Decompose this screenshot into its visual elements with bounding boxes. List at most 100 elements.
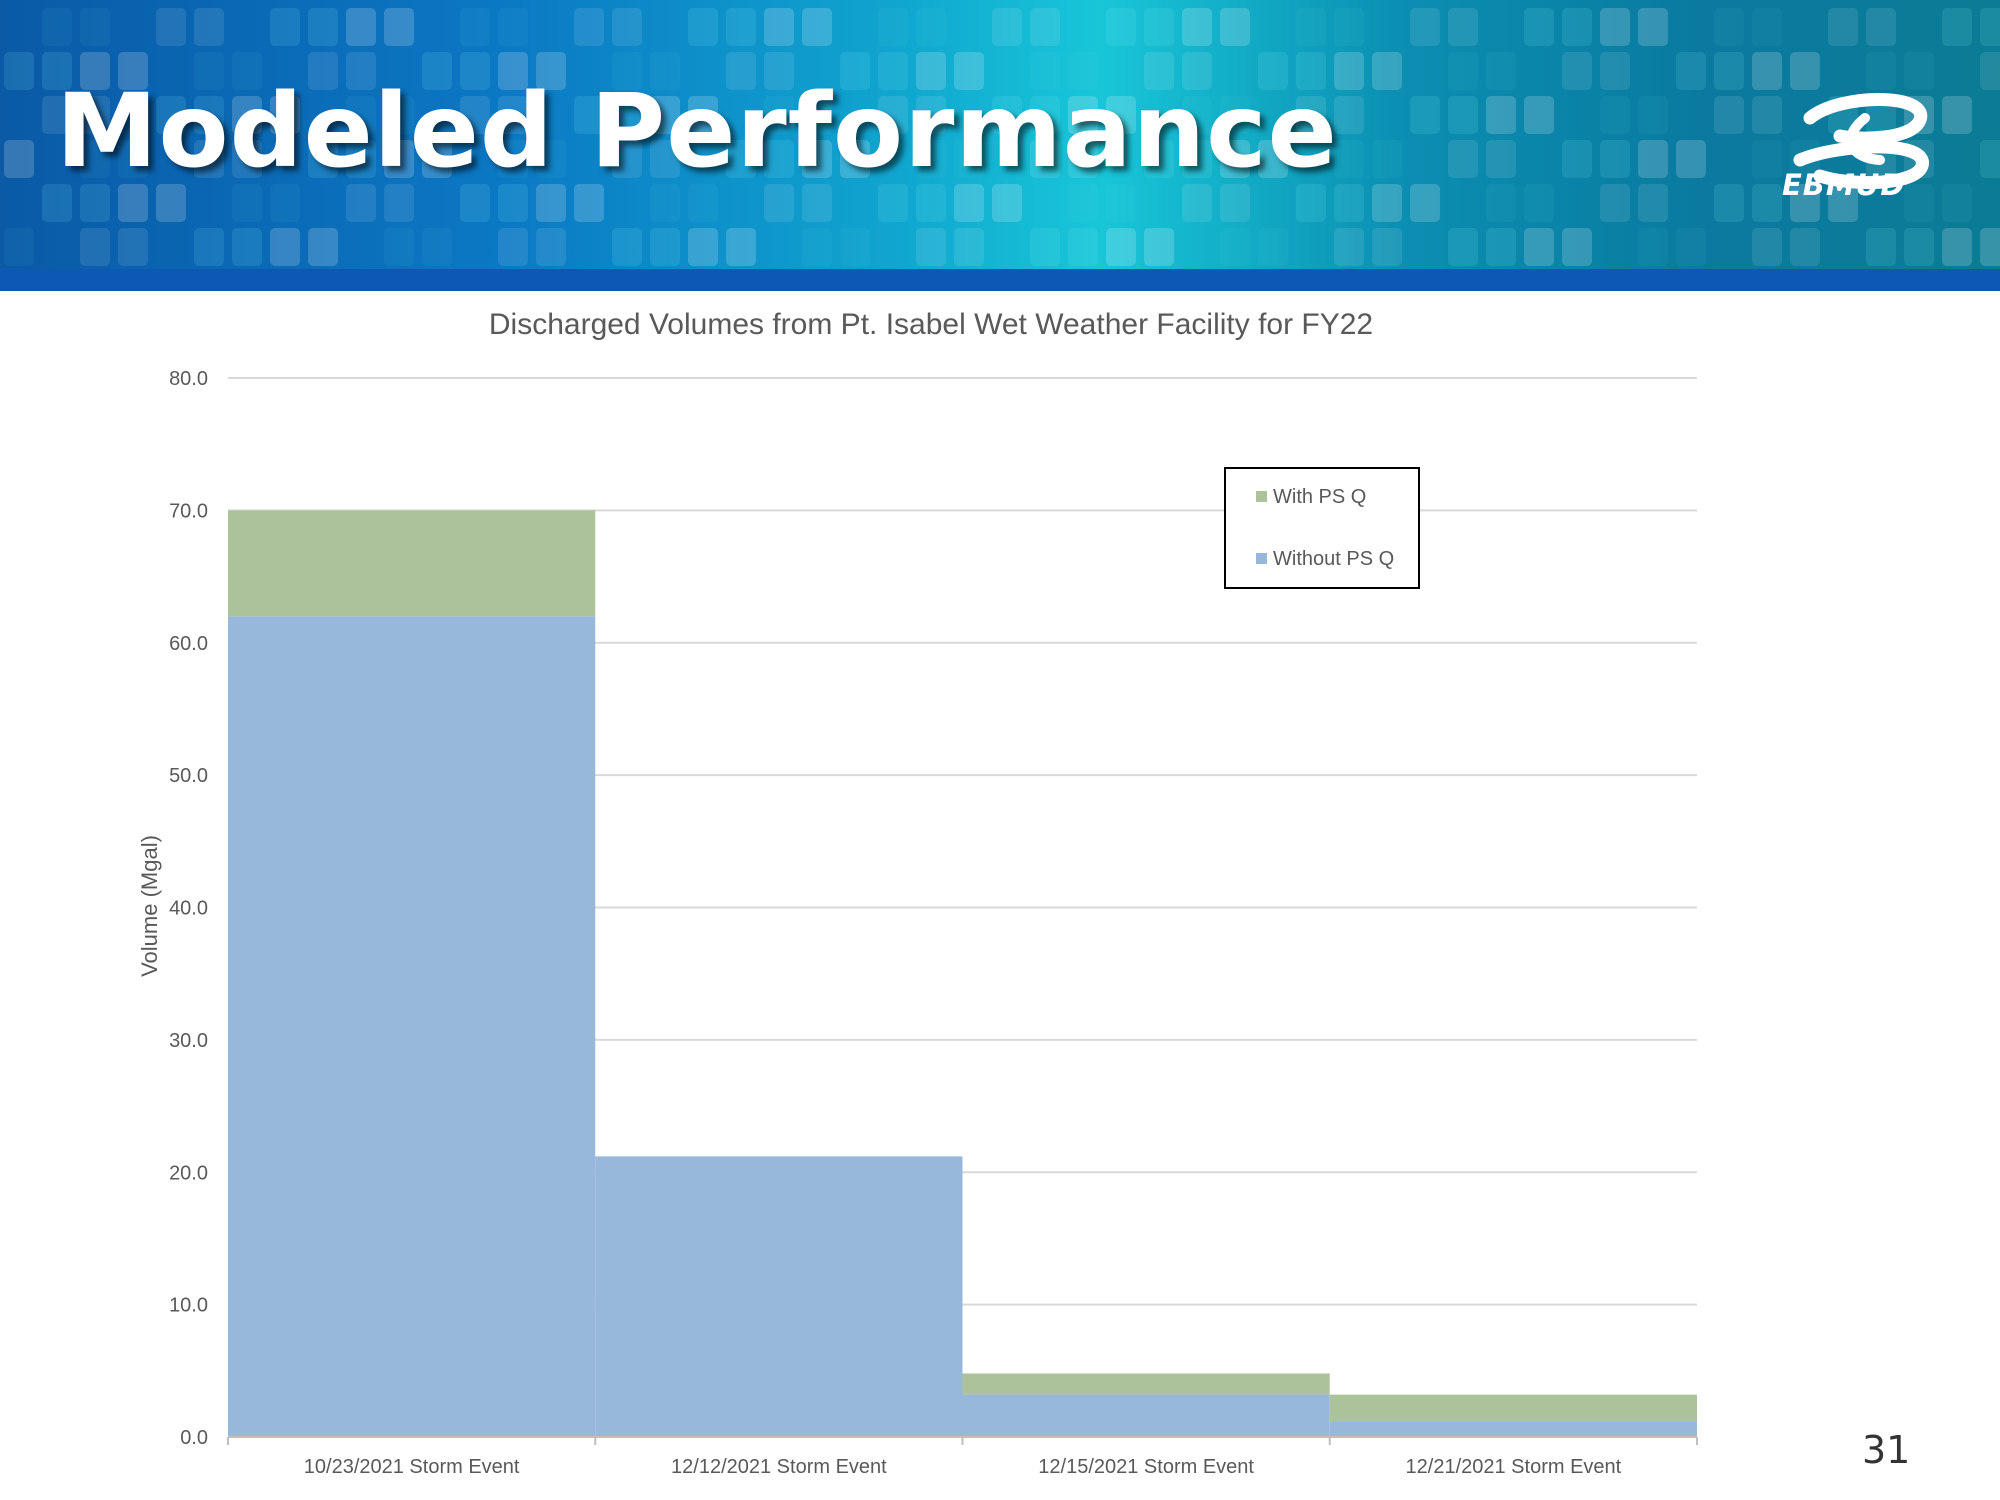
banner-tile bbox=[460, 8, 490, 46]
banner-tile bbox=[156, 184, 186, 222]
banner-tile bbox=[308, 8, 338, 46]
banner-tile bbox=[80, 140, 110, 178]
banner-tile bbox=[346, 52, 376, 90]
banner-tile bbox=[992, 184, 1022, 222]
y-tick-label: 10.0 bbox=[169, 1295, 208, 1317]
banner-tile bbox=[1904, 228, 1934, 266]
banner-tile bbox=[954, 52, 984, 90]
banner-tile bbox=[1638, 184, 1668, 222]
banner-tile bbox=[1904, 52, 1934, 90]
banner-tile bbox=[1068, 96, 1098, 134]
banner-tile bbox=[840, 140, 870, 178]
banner-tile bbox=[650, 96, 680, 134]
banner-tile bbox=[422, 140, 452, 178]
legend-swatch-with-ps-q bbox=[1256, 491, 1267, 502]
banner-tile bbox=[536, 52, 566, 90]
banner-tile bbox=[992, 96, 1022, 134]
banner-tile bbox=[1106, 228, 1136, 266]
banner-tile bbox=[232, 228, 262, 266]
banner-tile bbox=[1790, 228, 1820, 266]
banner-tile bbox=[1258, 228, 1288, 266]
banner-tile bbox=[1220, 184, 1250, 222]
banner-tile bbox=[1296, 52, 1326, 90]
banner-tile bbox=[802, 96, 832, 134]
banner-tile bbox=[232, 140, 262, 178]
banner-tile bbox=[118, 52, 148, 90]
banner-tile bbox=[916, 52, 946, 90]
banner-tile bbox=[1486, 96, 1516, 134]
banner-tile bbox=[384, 184, 414, 222]
banner-tile bbox=[1220, 228, 1250, 266]
banner-tile bbox=[460, 52, 490, 90]
banner-tile bbox=[1714, 8, 1744, 46]
banner-tile bbox=[1334, 96, 1364, 134]
banner-tile bbox=[1144, 8, 1174, 46]
banner-tile bbox=[764, 52, 794, 90]
banner-tile bbox=[726, 52, 756, 90]
banner-tile bbox=[536, 228, 566, 266]
banner-tile bbox=[4, 52, 34, 90]
banner-tile bbox=[384, 140, 414, 178]
banner-tile bbox=[1258, 52, 1288, 90]
banner-tile bbox=[574, 96, 604, 134]
banner-tile bbox=[878, 8, 908, 46]
banner-tile bbox=[1676, 52, 1706, 90]
banner-tile bbox=[1182, 8, 1212, 46]
banner-tile bbox=[1866, 8, 1896, 46]
bar-without-ps-q bbox=[1329, 1421, 1697, 1437]
banner-tile bbox=[916, 96, 946, 134]
banner-tile bbox=[916, 184, 946, 222]
banner-tile bbox=[118, 184, 148, 222]
chart-legend: With PS Q Without PS Q bbox=[1224, 467, 1420, 589]
banner-tile bbox=[840, 228, 870, 266]
chart-title: Discharged Volumes from Pt. Isabel Wet W… bbox=[488, 308, 1374, 341]
banner-tile bbox=[1030, 140, 1060, 178]
banner-tile bbox=[1334, 228, 1364, 266]
banner-tile bbox=[1562, 140, 1592, 178]
banner-tile bbox=[1562, 8, 1592, 46]
banner-tile bbox=[1638, 228, 1668, 266]
banner-tile bbox=[1068, 228, 1098, 266]
banner-tile bbox=[764, 96, 794, 134]
banner-tile bbox=[1562, 228, 1592, 266]
banner-tile bbox=[498, 140, 528, 178]
banner-tile bbox=[270, 228, 300, 266]
bar-with-ps-q bbox=[228, 510, 596, 617]
banner-tile bbox=[194, 8, 224, 46]
banner-tile bbox=[688, 228, 718, 266]
x-tick-label: 12/12/2021 Storm Event bbox=[671, 1456, 887, 1478]
bars bbox=[228, 510, 1697, 1437]
banner-tile bbox=[1182, 184, 1212, 222]
banner-stripe bbox=[0, 269, 2000, 291]
y-tick-label: 60.0 bbox=[169, 633, 208, 655]
banner-tile bbox=[1030, 52, 1060, 90]
x-tick-label: 10/23/2021 Storm Event bbox=[304, 1456, 520, 1478]
banner-tile bbox=[1258, 140, 1288, 178]
banner-tile bbox=[156, 96, 186, 134]
banner-tile bbox=[1106, 96, 1136, 134]
y-tick-label: 30.0 bbox=[169, 1030, 208, 1052]
banner-tile bbox=[1144, 140, 1174, 178]
banner-tile bbox=[1714, 52, 1744, 90]
banner-tile bbox=[764, 184, 794, 222]
banner-tile bbox=[1410, 184, 1440, 222]
banner-tile bbox=[954, 228, 984, 266]
banner-tile bbox=[346, 140, 376, 178]
banner-tile bbox=[1752, 228, 1782, 266]
banner-tile bbox=[80, 228, 110, 266]
banner-tile bbox=[1600, 184, 1630, 222]
bar-with-ps-q bbox=[962, 1373, 1330, 1395]
banner-tile bbox=[498, 52, 528, 90]
banner-tile bbox=[1524, 184, 1554, 222]
banner-tile bbox=[1600, 140, 1630, 178]
banner-tile bbox=[194, 228, 224, 266]
banner-tile bbox=[802, 140, 832, 178]
banner-tile bbox=[232, 96, 262, 134]
banner-tile bbox=[688, 96, 718, 134]
banner-tile bbox=[1942, 8, 1972, 46]
banner-tile bbox=[1866, 52, 1896, 90]
banner-tile bbox=[460, 96, 490, 134]
banner-tile bbox=[1372, 184, 1402, 222]
banner-tile bbox=[384, 8, 414, 46]
banner-tile bbox=[612, 228, 642, 266]
